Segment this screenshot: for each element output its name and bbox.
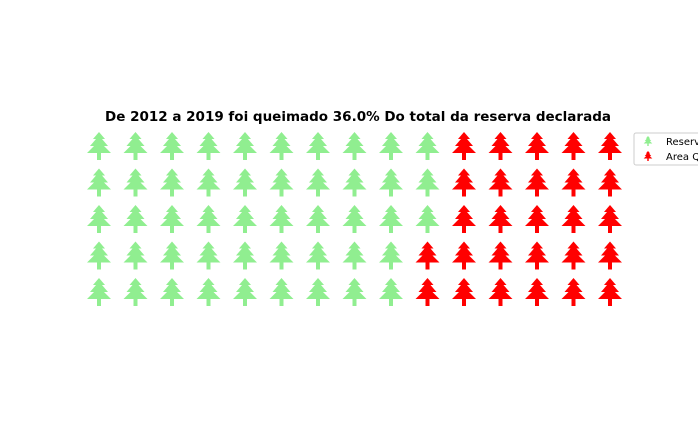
tree-icon-reserva xyxy=(342,168,367,197)
tree-icon-reserva xyxy=(160,241,184,270)
legend-label-area-queimada: Area Q xyxy=(666,152,698,163)
tree-icon-area-queimada xyxy=(452,241,476,270)
tree-icon-reserva xyxy=(415,132,440,160)
tree-icon-reserva xyxy=(342,205,367,233)
tree-icon-reserva xyxy=(196,278,221,306)
tree-icon-reserva xyxy=(233,168,257,197)
legend-marker-reserva xyxy=(643,135,653,147)
tree-icon-reserva xyxy=(123,132,148,160)
tree-icon-area-queimada xyxy=(561,205,586,233)
tree-icon-area-queimada xyxy=(525,132,549,160)
tree-icon-reserva xyxy=(342,132,367,160)
tree-icon-area-queimada xyxy=(452,168,476,197)
tree-icon-area-queimada xyxy=(488,132,513,160)
tree-icon-area-queimada xyxy=(488,168,513,197)
tree-icon-reserva xyxy=(306,278,330,306)
tree-icon-area-queimada xyxy=(488,241,513,270)
tree-icon-reserva xyxy=(269,132,294,160)
tree-icon-area-queimada xyxy=(561,241,586,270)
tree-icon-reserva xyxy=(87,132,111,160)
tree-icon-area-queimada xyxy=(598,278,622,306)
tree-icon-reserva xyxy=(233,241,257,270)
tree-icon-area-queimada xyxy=(452,132,476,160)
tree-icon-reserva xyxy=(269,168,294,197)
tree-icon-reserva xyxy=(306,132,330,160)
tree-icon-reserva xyxy=(306,168,330,197)
tree-icon-area-queimada xyxy=(598,132,622,160)
tree-icon-reserva xyxy=(379,132,403,160)
legend: Reserv Area Q xyxy=(633,132,698,166)
tree-icon-reserva xyxy=(415,168,440,197)
tree-icon-reserva xyxy=(342,278,367,306)
tree-icon-reserva xyxy=(196,205,221,233)
tree-icon-reserva xyxy=(160,168,184,197)
tree-icon-area-queimada xyxy=(452,278,476,306)
tree-icon-reserva xyxy=(269,205,294,233)
tree-icon-reserva xyxy=(269,241,294,270)
tree-icon-reserva xyxy=(269,278,294,306)
tree-icon-area-queimada xyxy=(525,168,549,197)
tree-icon-area-queimada xyxy=(561,278,586,306)
tree-icon-reserva xyxy=(379,241,403,270)
chart-title: De 2012 a 2019 foi queimado 36.0% Do tot… xyxy=(105,109,611,125)
tree-icon-reserva xyxy=(87,278,111,306)
tree-icon-reserva xyxy=(233,278,257,306)
tree-icon-reserva xyxy=(342,241,367,270)
tree-icon-reserva xyxy=(415,205,440,233)
tree-icon-area-queimada xyxy=(525,205,549,233)
tree-icon-area-queimada xyxy=(415,278,440,306)
tree-icon-area-queimada xyxy=(525,278,549,306)
legend-marker-area-queimada xyxy=(643,150,653,162)
tree-icon-reserva xyxy=(123,241,148,270)
tree-icon-area-queimada xyxy=(598,205,622,233)
tree-icon-reserva xyxy=(379,278,403,306)
tree-icon-reserva xyxy=(196,132,221,160)
legend-label-reserva: Reserv xyxy=(666,137,698,148)
tree-icon-reserva xyxy=(233,132,257,160)
tree-icon-area-queimada xyxy=(561,132,586,160)
tree-icon-reserva xyxy=(123,168,148,197)
tree-icon-reserva xyxy=(160,278,184,306)
tree-icon-reserva xyxy=(87,241,111,270)
tree-icon-reserva xyxy=(123,205,148,233)
tree-icon-area-queimada xyxy=(488,205,513,233)
tree-icon-area-queimada xyxy=(598,241,622,270)
tree-icon-reserva xyxy=(306,241,330,270)
tree-icon-area-queimada xyxy=(452,205,476,233)
tree-icon-reserva xyxy=(379,205,403,233)
tree-icon-reserva xyxy=(160,132,184,160)
tree-icon-reserva xyxy=(196,168,221,197)
tree-icon-reserva xyxy=(123,278,148,306)
tree-icon-area-queimada xyxy=(525,241,549,270)
tree-icon-area-queimada xyxy=(561,168,586,197)
tree-icon-area-queimada xyxy=(415,241,440,270)
tree-icon-area-queimada xyxy=(488,278,513,306)
tree-icon-reserva xyxy=(196,241,221,270)
tree-icon-reserva xyxy=(87,168,111,197)
waffle-grid xyxy=(87,132,622,306)
tree-icon-reserva xyxy=(160,205,184,233)
tree-icon-reserva xyxy=(233,205,257,233)
tree-icon-reserva xyxy=(379,168,403,197)
tree-icon-area-queimada xyxy=(598,168,622,197)
tree-icon-reserva xyxy=(87,205,111,233)
tree-icon-reserva xyxy=(306,205,330,233)
